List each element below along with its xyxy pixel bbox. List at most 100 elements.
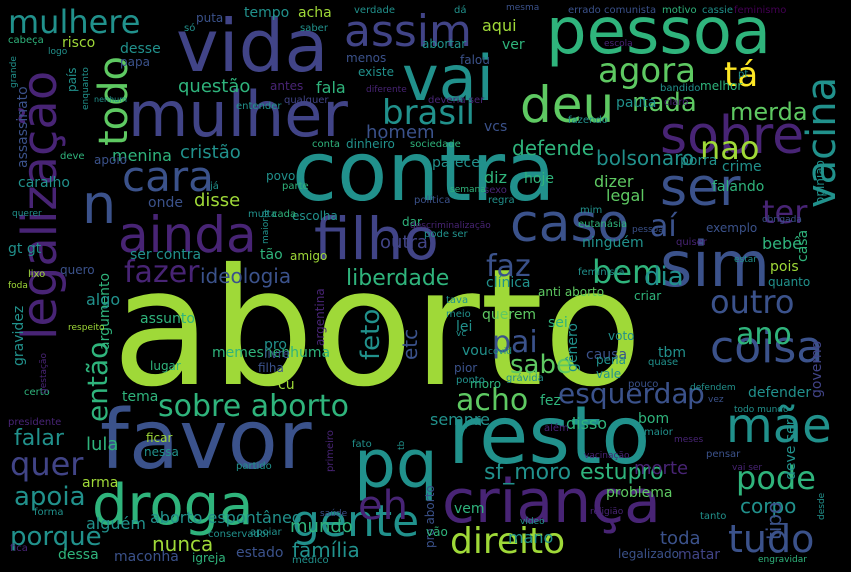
word-feminista: feminista <box>578 267 625 278</box>
word-porque: porque <box>10 522 102 552</box>
word-argumento: argumento <box>97 272 113 350</box>
word-apoio: apoio <box>94 153 127 167</box>
word-casa: casa <box>795 229 811 262</box>
word-saber: saber <box>300 23 328 34</box>
word-pq: pq <box>354 426 438 503</box>
word-existe: existe <box>358 65 394 79</box>
word-ai: aí <box>650 209 677 244</box>
word-pessoa: pessoa <box>546 0 772 69</box>
word-resto: resto <box>448 389 651 482</box>
word-pro: pro <box>264 337 287 353</box>
word-livre: livre <box>264 347 290 361</box>
word-gravidez: gravidez <box>11 305 27 366</box>
word-caralho: caralho <box>18 175 70 191</box>
word-dia: dia <box>644 262 684 292</box>
word-sobre-aborto: sobre aborto <box>158 389 349 424</box>
word-vale: vale <box>596 367 622 381</box>
word-aborto-espontaneo: aborto espontâneo <box>150 508 302 527</box>
word-contra: contra <box>292 125 556 220</box>
word-nao: nao <box>700 129 760 167</box>
word-feto: feto <box>356 308 386 360</box>
word-nunca: nunca <box>152 532 214 556</box>
word-vao: vão <box>426 525 448 539</box>
word-grande: grande <box>9 56 19 88</box>
word-cara: cara <box>122 152 214 201</box>
word-direito: direito <box>450 521 566 562</box>
word-assassinato: assassinato <box>15 86 31 168</box>
word-certo: certo <box>24 387 50 398</box>
word-enquanto: enquanto <box>81 67 91 110</box>
word-clinica: clínica <box>486 275 531 291</box>
word-voto: voto <box>608 329 635 343</box>
word-alguem: alguém <box>86 514 146 533</box>
word-sabe: sabe <box>510 350 572 380</box>
word-descriminalizacao: descriminalização <box>410 221 491 231</box>
word-nada: nada <box>632 88 697 118</box>
word-cu: cu <box>278 377 295 393</box>
word-dizer: dizer <box>594 172 634 191</box>
word-mano: mano <box>508 528 554 547</box>
word-todo-mundo: todo mundo <box>734 405 789 415</box>
word-vez: vez <box>708 395 724 405</box>
word-pouco: pouco <box>628 379 659 390</box>
word-gt-gt: gt gt <box>8 241 42 257</box>
word-ano: ano <box>736 317 792 352</box>
word-defende: defende <box>512 136 595 160</box>
word-maconha: maconha <box>114 549 179 565</box>
word-vcs: vcs <box>484 119 508 135</box>
word-problema: problema <box>606 485 673 501</box>
word-medico: médico <box>292 555 329 566</box>
word-entao: então <box>81 341 114 422</box>
word-diz: diz <box>484 168 507 187</box>
word-comunista: comunista <box>604 5 657 16</box>
word-forma: forma <box>34 507 64 518</box>
word-pt: pt <box>738 69 749 80</box>
word-ja: já <box>210 181 219 192</box>
word-papa: papa <box>120 55 150 69</box>
word-sobre: sobre <box>660 106 805 166</box>
word-parte: parte <box>282 181 309 192</box>
word-fazendo: fazendo <box>568 115 608 126</box>
word-algo: algo <box>86 290 121 309</box>
word-outra: outra <box>380 232 428 253</box>
word-religiao: religião <box>590 507 624 517</box>
word-pauta: pauta <box>616 95 657 111</box>
word-tava: tava <box>446 295 469 306</box>
word-lula: lula <box>86 434 119 455</box>
word-vida: vida <box>176 4 329 88</box>
word-menina: menina <box>112 146 172 165</box>
word-estado: estado <box>236 545 284 561</box>
word-respeito: respeito <box>68 323 105 333</box>
word-claro: claro <box>664 97 689 108</box>
word-pior: pior <box>454 361 478 375</box>
word-presidente: presidente <box>8 417 62 428</box>
word-defender: defender <box>748 385 812 401</box>
word-conservador: conservador <box>208 529 271 540</box>
word-tanto: tanto <box>700 511 727 522</box>
word-pois: pois <box>770 259 799 275</box>
word-bem: bem <box>592 253 664 291</box>
word-querer: querer <box>12 209 42 219</box>
word-n: n <box>82 173 117 236</box>
word-tema: tema <box>122 389 159 405</box>
word-ainda: ainda <box>118 206 257 264</box>
word-fato: fato <box>352 439 372 450</box>
word-homem: homem <box>366 122 435 143</box>
word-p: p <box>687 377 705 410</box>
word-motivo: motivo <box>662 5 697 16</box>
word-sim: sim <box>660 228 770 301</box>
word-pode: pode <box>736 459 816 497</box>
word-primeiro: primeiro <box>325 430 336 472</box>
word-engravidar: engravidar <box>758 555 807 565</box>
word-onde: onde <box>148 195 183 211</box>
word-regra: regra <box>488 195 515 206</box>
word-errado: errado <box>568 5 601 16</box>
word-legalizado: legalizado <box>618 547 679 561</box>
word-falar: falar <box>14 426 64 451</box>
word-criar: criar <box>634 289 662 303</box>
word-dessa: dessa <box>58 547 99 563</box>
word-disso: disso <box>566 414 608 433</box>
word-crianca: criança <box>442 467 661 537</box>
word-causa: causa <box>586 347 628 363</box>
